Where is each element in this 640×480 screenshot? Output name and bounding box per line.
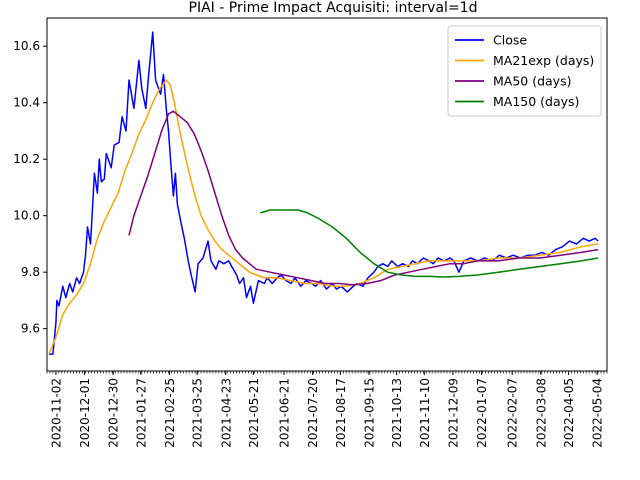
x-tick-label: 2021-05-21: [247, 378, 261, 448]
x-tick-label: 2021-10-13: [390, 378, 404, 448]
x-tick-label: 2021-01-27: [134, 378, 148, 448]
series-line-ma50-days: [128, 110, 599, 286]
x-tick-label: 2021-08-17: [334, 378, 348, 448]
series-line-close: [49, 31, 599, 355]
x-tick-label: 2022-04-05: [562, 378, 576, 448]
x-tick-label: 2022-05-04: [591, 378, 605, 448]
legend-box: [447, 25, 602, 117]
x-tick-label: 2020-12-01: [78, 378, 92, 448]
x-tick-label: 2022-03-08: [534, 378, 548, 448]
y-tick-label: 9.8: [21, 265, 40, 279]
x-tick-label: 2022-02-07: [506, 378, 520, 448]
x-tick-label: 2021-03-25: [191, 378, 205, 448]
series-lines: [48, 31, 599, 355]
axes-frame: [46, 17, 608, 372]
y-tick-label: 10.6: [13, 39, 40, 53]
x-tick-label: 2022-01-07: [475, 378, 489, 448]
x-tick-label: 2021-09-15: [363, 378, 377, 448]
legend-label: MA50 (days): [493, 74, 571, 89]
series-line-ma150-days: [260, 209, 599, 278]
x-tick-label: 2020-11-02: [49, 378, 63, 448]
axes: 9.6 9.8 10.0 10.2 10.4 10.6 2020-11-02 2020-12-…: [13, 17, 608, 448]
x-tick-label: 2021-02-25: [163, 378, 177, 448]
legend-label: Close: [493, 33, 527, 48]
legend: Close MA21exp (days) MA50 (days) MA150 (day…: [447, 25, 602, 117]
x-tick-label: 2021-06-21: [278, 378, 292, 448]
x-tick-label: 2021-12-09: [446, 378, 460, 448]
y-tick-label: 9.6: [21, 322, 40, 336]
x-tick-label: 2021-07-20: [306, 378, 320, 448]
legend-label: MA150 (days): [493, 94, 579, 109]
series-line-ma21exp-days: [48, 79, 599, 355]
plot-area: [48, 31, 599, 355]
y-tick-label: 10.4: [13, 96, 40, 110]
x-tick-label: 2021-11-10: [418, 378, 432, 448]
y-tick-label: 10.0: [13, 209, 40, 223]
y-tick-label: 10.2: [13, 152, 40, 166]
legend-label: MA21exp (days): [493, 53, 594, 68]
x-tick-label: 2020-12-30: [107, 378, 121, 448]
x-tick-label: 2021-04-23: [219, 378, 233, 448]
chart-title: PIAI - Prime Impact Acquisiti: interval=…: [189, 0, 478, 16]
